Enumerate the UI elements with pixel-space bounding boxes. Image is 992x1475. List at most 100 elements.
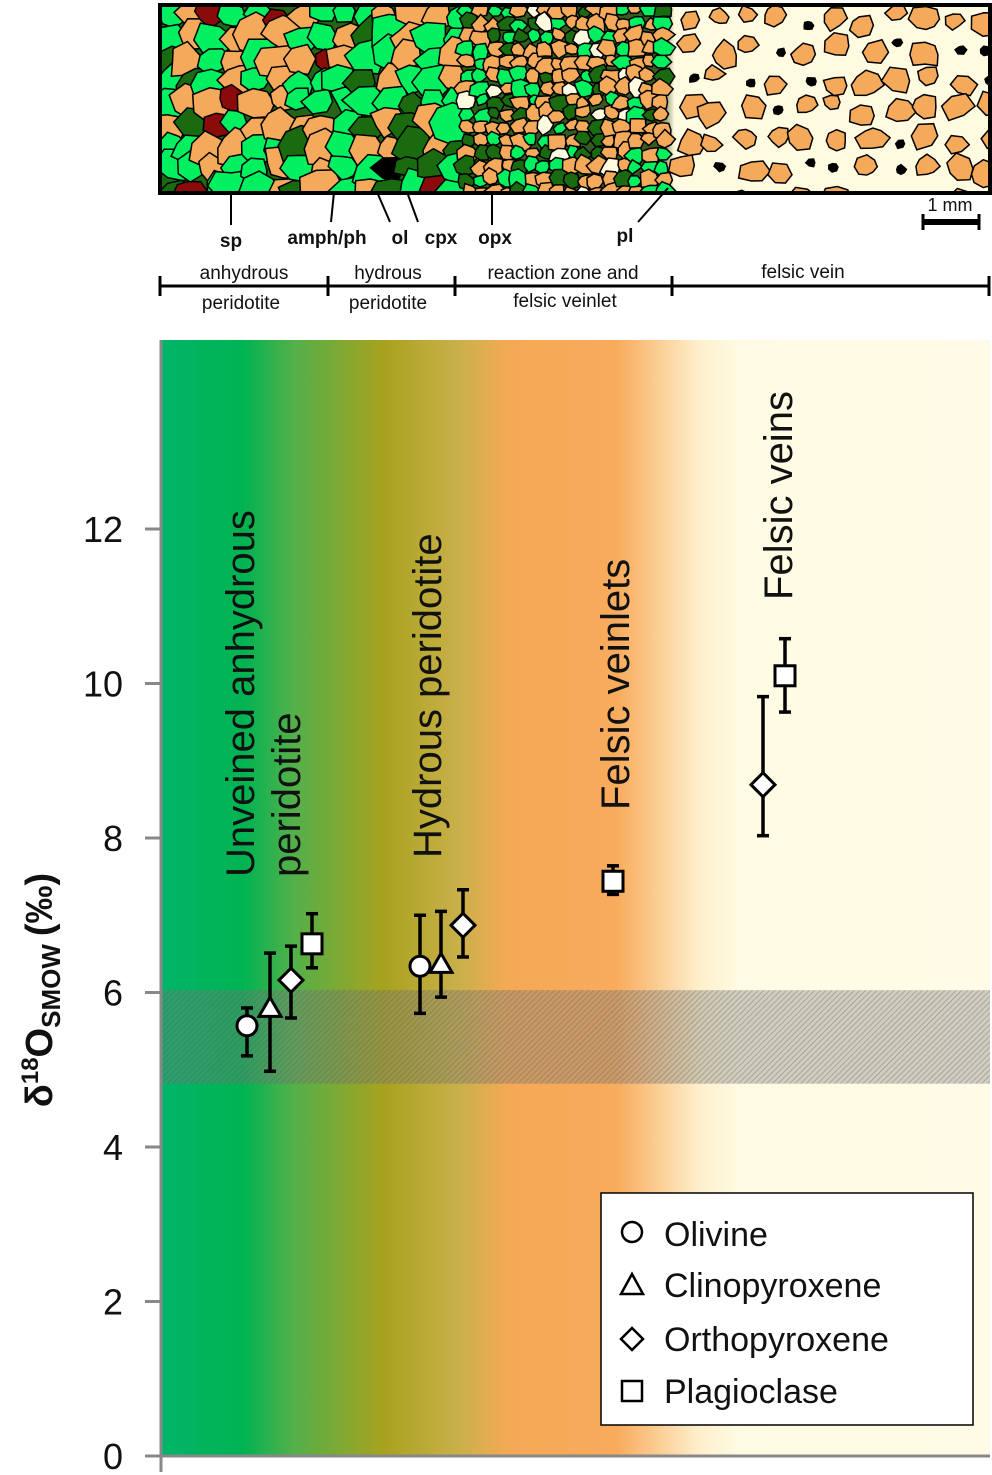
legend: Olivine Clinopyroxene Orthopyroxene Plag… xyxy=(600,1192,974,1426)
group-label: Hydrous peridotite xyxy=(406,533,450,858)
grain xyxy=(909,41,939,67)
y-axis-title: δ18OSMOW (‰) xyxy=(17,873,66,1107)
grain xyxy=(907,5,941,31)
data-point-clinopyroxene xyxy=(427,909,455,999)
data-point-plagioclase xyxy=(773,636,797,714)
grain xyxy=(711,38,738,70)
grain xyxy=(823,7,849,33)
diamond-marker xyxy=(448,911,478,940)
grain xyxy=(486,41,507,59)
grain xyxy=(916,66,939,87)
grain xyxy=(546,109,569,124)
grain xyxy=(652,37,677,57)
grain xyxy=(822,76,848,97)
legend-olivine-icon xyxy=(620,1220,644,1244)
grain xyxy=(587,92,604,107)
grain xyxy=(475,92,490,107)
grain xyxy=(746,78,756,88)
grain xyxy=(562,171,581,190)
grain xyxy=(680,10,701,31)
grain xyxy=(822,185,850,193)
grain xyxy=(498,108,517,123)
legend-clinopyroxene: Clinopyroxene xyxy=(664,1267,881,1305)
grain xyxy=(737,34,760,54)
svg-text:δ18OSMOW(‰): δ18OSMOW (‰) xyxy=(17,873,66,1107)
grain xyxy=(767,162,793,184)
label-amph-ph: amph/ph xyxy=(287,228,366,249)
grain xyxy=(949,75,979,97)
y-tick-label: 4 xyxy=(103,1127,123,1168)
y-tick-label: 2 xyxy=(103,1282,123,1323)
data-point-clinopyroxene xyxy=(256,951,284,1074)
grain xyxy=(699,133,724,153)
grain xyxy=(848,14,875,39)
grain xyxy=(485,130,504,148)
grain xyxy=(523,155,542,174)
grain xyxy=(822,94,841,111)
grain xyxy=(896,163,908,176)
grain xyxy=(193,5,225,30)
ylabel-subscript: SMOW xyxy=(36,944,66,1028)
grain xyxy=(495,121,512,136)
triangle-marker xyxy=(427,950,455,974)
grain xyxy=(639,132,658,147)
group-label: peridotite xyxy=(265,712,309,877)
grain xyxy=(675,33,702,54)
grain xyxy=(282,43,317,76)
zone-reaction-top: reaction zone and xyxy=(487,263,638,284)
grain xyxy=(676,128,707,157)
zone-hydrous-top: hydrous xyxy=(354,263,422,284)
grain xyxy=(534,159,551,175)
grain xyxy=(763,75,788,96)
grain xyxy=(622,146,646,165)
legend-plagioclase-icon xyxy=(620,1379,644,1403)
square-marker xyxy=(773,664,797,688)
grain xyxy=(850,69,886,97)
grain xyxy=(564,14,579,31)
grain xyxy=(653,5,673,19)
ylabel-unit: (‰) xyxy=(19,873,61,936)
grain xyxy=(509,144,527,161)
group-label: Felsic veinlets xyxy=(594,559,638,810)
grain xyxy=(655,146,673,161)
microstructure-image xyxy=(158,3,992,195)
diamond-marker xyxy=(276,966,306,995)
grain xyxy=(638,66,658,83)
grain xyxy=(689,73,700,83)
grain xyxy=(848,104,875,126)
label-opx: opx xyxy=(478,228,512,249)
triangle-marker xyxy=(256,994,284,1018)
zone-felsic-vein: felsic vein xyxy=(761,262,844,283)
grain xyxy=(767,126,790,149)
circle-marker xyxy=(408,954,432,978)
y-axis: 0 2 4 6 8 10 12 xyxy=(83,340,990,1475)
legend-olivine: Olivine xyxy=(664,1216,768,1254)
grain xyxy=(452,154,476,177)
square-marker xyxy=(300,932,324,956)
grain xyxy=(970,12,990,38)
grain xyxy=(884,97,919,123)
grain xyxy=(172,180,210,193)
data-point-plagioclase xyxy=(601,864,625,897)
mantle-range-band xyxy=(160,990,990,1084)
y-tick-label: 10 xyxy=(83,664,123,705)
grain xyxy=(470,13,494,35)
grain xyxy=(655,128,677,149)
grain xyxy=(470,5,489,18)
data-point-orthopyroxene xyxy=(276,944,306,1020)
grain xyxy=(708,6,730,25)
grain xyxy=(512,27,532,43)
y-tick-label: 0 xyxy=(103,1436,123,1475)
grain xyxy=(805,77,817,87)
grain xyxy=(853,153,879,176)
legend-clinopyroxene-icon xyxy=(618,1271,646,1296)
grain xyxy=(713,162,727,173)
grain xyxy=(828,162,839,173)
data-point-olivine xyxy=(408,913,432,1016)
grain xyxy=(471,120,489,135)
grain xyxy=(786,123,814,151)
grain xyxy=(487,5,506,17)
y-tick-label: 6 xyxy=(103,973,123,1014)
zone-reaction-bottom: felsic veinlet xyxy=(513,291,617,312)
grain xyxy=(944,13,967,32)
